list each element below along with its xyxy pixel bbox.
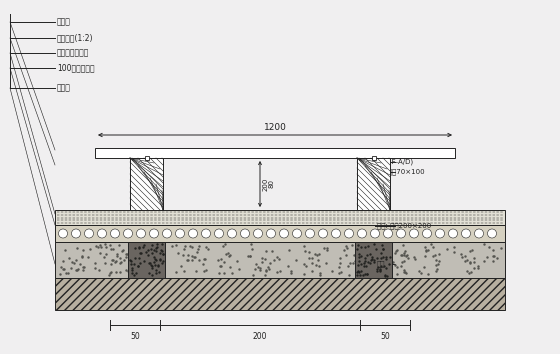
Circle shape xyxy=(227,229,236,238)
Bar xyxy=(55,242,505,278)
Circle shape xyxy=(409,229,418,238)
Circle shape xyxy=(332,229,340,238)
Bar xyxy=(128,242,165,278)
Bar xyxy=(55,225,505,242)
Text: 1200: 1200 xyxy=(264,123,286,132)
Circle shape xyxy=(371,229,380,238)
Circle shape xyxy=(150,229,158,238)
Text: 粗粒: 粗粒 xyxy=(377,261,385,267)
Bar xyxy=(130,158,163,210)
Circle shape xyxy=(97,229,106,238)
Text: 50: 50 xyxy=(130,332,140,341)
Circle shape xyxy=(344,229,353,238)
Text: 龙骨 规格70×100: 龙骨 规格70×100 xyxy=(377,169,424,175)
Circle shape xyxy=(124,229,133,238)
Text: 200: 200 xyxy=(263,177,269,191)
Circle shape xyxy=(279,229,288,238)
Circle shape xyxy=(110,229,119,238)
Circle shape xyxy=(461,229,470,238)
Circle shape xyxy=(72,229,81,238)
Bar xyxy=(55,278,505,310)
Circle shape xyxy=(175,229,184,238)
Circle shape xyxy=(292,229,301,238)
Circle shape xyxy=(357,229,366,238)
Circle shape xyxy=(254,229,263,238)
Circle shape xyxy=(396,229,405,238)
Circle shape xyxy=(137,229,146,238)
Text: 水泥砂浆(1:2): 水泥砂浆(1:2) xyxy=(57,34,94,42)
Bar xyxy=(357,158,390,210)
Circle shape xyxy=(306,229,315,238)
Circle shape xyxy=(474,229,483,238)
Text: 板: 防腐木*105, 厚25MM左右: 板: 防腐木*105, 厚25MM左右 xyxy=(377,149,454,155)
Text: 200: 200 xyxy=(253,332,267,341)
Circle shape xyxy=(189,229,198,238)
Circle shape xyxy=(58,229,68,238)
Circle shape xyxy=(267,229,276,238)
Bar xyxy=(55,210,505,225)
Bar xyxy=(355,242,392,278)
Text: 防水水泥（细）: 防水水泥（细） xyxy=(57,48,90,57)
Text: 土基层: 土基层 xyxy=(57,84,71,92)
Circle shape xyxy=(384,229,393,238)
Circle shape xyxy=(214,229,223,238)
Circle shape xyxy=(436,229,445,238)
Text: 钢箍(SF-A/D): 钢箍(SF-A/D) xyxy=(377,159,414,165)
Text: 80: 80 xyxy=(269,179,275,188)
Circle shape xyxy=(488,229,497,238)
Circle shape xyxy=(202,229,211,238)
Text: 100厚混凝土板: 100厚混凝土板 xyxy=(57,63,95,73)
Circle shape xyxy=(162,229,171,238)
Circle shape xyxy=(422,229,432,238)
Circle shape xyxy=(449,229,458,238)
Text: 防腐板: 防腐板 xyxy=(57,17,71,27)
Circle shape xyxy=(85,229,94,238)
Text: 50: 50 xyxy=(380,332,390,341)
Circle shape xyxy=(319,229,328,238)
Bar xyxy=(95,148,455,158)
Circle shape xyxy=(240,229,250,238)
Text: 粗粒: 碎石200×200: 粗粒: 碎石200×200 xyxy=(377,223,431,229)
